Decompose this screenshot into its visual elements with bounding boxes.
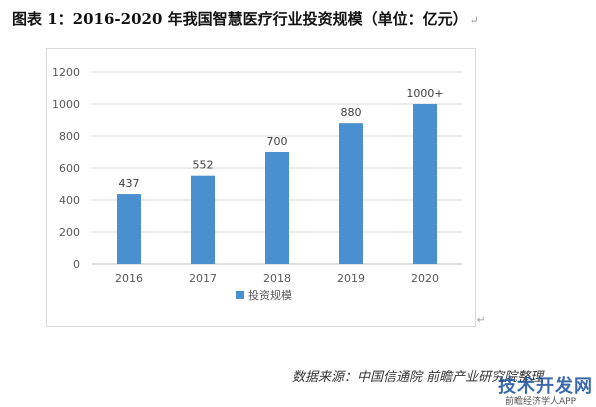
- paragraph-mark: ↵: [469, 14, 479, 27]
- bar: [413, 104, 437, 264]
- data-label: 1000+: [406, 87, 443, 100]
- bar: [191, 175, 215, 264]
- x-tick-label: 2017: [189, 272, 217, 285]
- y-tick-label: 1200: [52, 66, 80, 79]
- chart-frame: [46, 48, 476, 327]
- source-note: 数据来源：中国信通院 前瞻产业研究院整理: [292, 370, 544, 385]
- x-tick-label: 2020: [411, 272, 439, 285]
- data-label: 552: [193, 159, 214, 172]
- x-tick-label: 2019: [337, 272, 365, 285]
- bar: [265, 152, 289, 264]
- x-tick-label: 2018: [263, 272, 291, 285]
- y-tick-label: 0: [73, 258, 80, 271]
- y-tick-label: 1000: [52, 98, 80, 111]
- legend-swatch: [236, 291, 244, 299]
- y-tick-label: 200: [59, 226, 80, 239]
- caption-text: 图表 1：2016-2020 年我国智慧医疗行业投资规模（单位：亿元）: [12, 10, 468, 28]
- paragraph-mark-end: ↵: [477, 315, 486, 326]
- y-tick-label: 800: [59, 130, 80, 143]
- bar: [339, 123, 363, 264]
- legend-label: 投资规模: [248, 288, 292, 302]
- data-label: 880: [341, 106, 362, 119]
- y-tick-label: 400: [59, 194, 80, 207]
- data-label: 437: [119, 177, 140, 190]
- data-label: 700: [267, 135, 288, 148]
- y-tick-label: 600: [59, 162, 80, 175]
- figure-caption: 图表 1：2016-2020 年我国智慧医疗行业投资规模（单位：亿元） ↵: [12, 8, 592, 29]
- watermark-caption: 前瞻经济学人APP: [505, 397, 577, 407]
- watermark-logo: 技术开发网: [498, 376, 593, 397]
- x-tick-label: 2016: [115, 272, 143, 285]
- bar: [117, 194, 141, 264]
